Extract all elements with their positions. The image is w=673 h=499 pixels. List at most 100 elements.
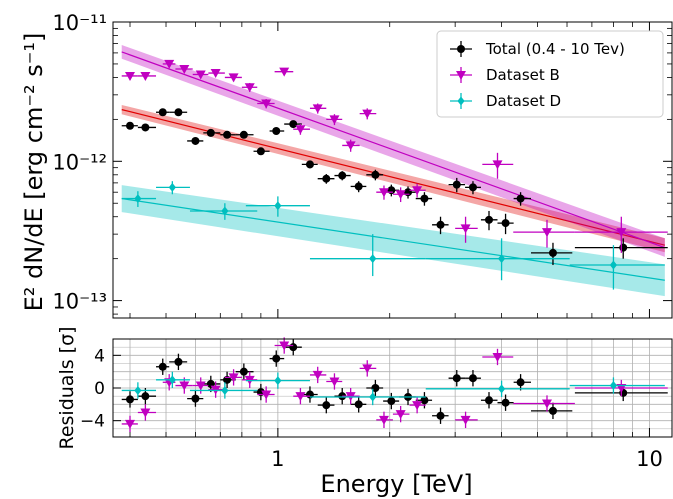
residual-point — [484, 396, 493, 405]
residual-point — [436, 411, 445, 420]
residual-point — [609, 381, 618, 391]
residual-point — [221, 385, 229, 395]
data-point — [239, 130, 248, 139]
data-point — [125, 71, 136, 81]
residual-y-tick-label: 0 — [94, 379, 105, 399]
data-point — [412, 186, 423, 196]
data-point — [261, 99, 272, 109]
fit-band-1 — [121, 45, 665, 257]
series-2 — [121, 181, 665, 290]
data-point — [616, 228, 627, 238]
residual-point — [378, 415, 389, 425]
x-tick-label: 10 — [636, 447, 663, 471]
data-point — [354, 182, 363, 191]
data-point — [272, 127, 281, 136]
data-point — [256, 147, 265, 156]
data-point — [126, 121, 135, 130]
residual-point — [179, 381, 190, 391]
residual-point — [354, 400, 363, 409]
residual-y-axis-title: Residuals [σ] — [56, 326, 78, 449]
data-point — [322, 174, 331, 183]
data-point — [460, 224, 471, 234]
residual-point — [371, 384, 380, 392]
data-point — [420, 194, 429, 203]
data-point — [305, 160, 314, 169]
residual-point — [125, 419, 136, 429]
residual-point — [312, 370, 323, 380]
legend-label: Dataset B — [486, 66, 560, 84]
legend-box — [436, 30, 664, 118]
residual-point — [168, 375, 176, 385]
residual-point — [174, 357, 183, 366]
residual-point — [492, 352, 503, 362]
data-point — [174, 108, 183, 117]
residual-point — [501, 398, 510, 407]
data-point — [168, 182, 176, 192]
fit-band-0 — [121, 104, 665, 253]
data-point — [134, 194, 142, 204]
data-point — [274, 201, 282, 211]
residual-point — [279, 341, 290, 351]
residual-point — [468, 374, 477, 383]
data-point — [501, 219, 510, 228]
residual-point — [195, 381, 206, 391]
legend-label: Dataset D — [486, 92, 561, 110]
residual-point — [460, 415, 471, 425]
legend-label: Total (0.4 - 10 Tev) — [485, 40, 625, 58]
legend: Total (0.4 - 10 Tev) Dataset B Dataset D — [436, 30, 664, 118]
data-point — [223, 130, 232, 139]
residual-point — [548, 406, 557, 415]
residual-point — [541, 399, 552, 409]
data-point — [141, 123, 150, 132]
data-point — [179, 64, 190, 74]
data-point — [516, 194, 525, 203]
data-point — [228, 73, 239, 83]
residual-point — [272, 354, 281, 363]
data-point — [338, 171, 347, 180]
data-point — [329, 115, 340, 125]
residual-point — [516, 378, 525, 387]
residual-point — [616, 384, 627, 393]
residual-point — [141, 392, 150, 401]
data-point — [195, 70, 206, 80]
data-point — [492, 160, 503, 170]
main-frame — [112, 21, 673, 319]
residuals-panel: −4 0 4 1 10 Residuals [σ] Energy [TeV] — [56, 326, 673, 498]
fit-line-1 — [121, 51, 666, 249]
data-point — [609, 260, 618, 270]
data-point — [371, 170, 380, 179]
residual-point — [228, 373, 239, 383]
residual-point — [140, 408, 151, 418]
data-point — [312, 104, 323, 114]
data-point — [484, 215, 493, 224]
legend-marker — [457, 96, 465, 106]
data-point — [619, 243, 628, 252]
residual-y-tick-label: 4 — [94, 346, 105, 366]
y-tick-label: 10⁻¹³ — [52, 290, 107, 314]
residual-point — [329, 377, 340, 387]
data-point — [541, 228, 552, 238]
residual-point — [191, 394, 200, 403]
data-point — [140, 71, 151, 81]
legend-marker — [456, 71, 466, 80]
residual-y-tick-label: −4 — [80, 412, 105, 432]
data-point — [548, 248, 557, 257]
residual-point — [395, 410, 406, 420]
data-point — [345, 141, 356, 151]
residual-point — [158, 362, 167, 371]
x-axis-title: Energy [TeV] — [320, 470, 472, 498]
residual-point — [289, 343, 298, 352]
data-point — [369, 254, 377, 264]
residual-point — [452, 374, 461, 383]
series-1 — [121, 59, 668, 253]
y-tick-label: 10⁻¹² — [52, 150, 107, 174]
fit-band-2 — [121, 185, 665, 297]
fit-line-2 — [121, 197, 665, 281]
x-tick-label: 1 — [271, 447, 284, 471]
residual-point — [420, 396, 429, 405]
data-point — [279, 67, 290, 77]
data-point — [221, 206, 229, 216]
data-point — [191, 136, 200, 145]
